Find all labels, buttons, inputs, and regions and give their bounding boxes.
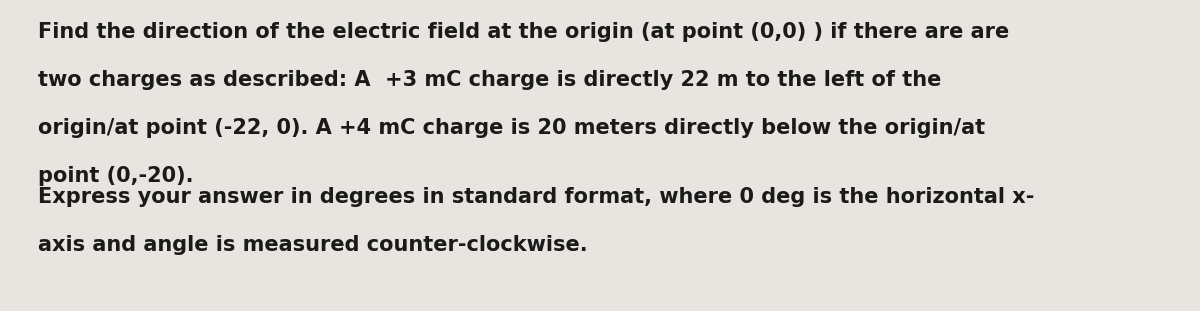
Text: axis and angle is measured counter-clockwise.: axis and angle is measured counter-clock… <box>38 235 588 255</box>
Text: origin/at point (-22, 0). A +4 mC charge is 20 meters directly below the origin/: origin/at point (-22, 0). A +4 mC charge… <box>38 118 985 138</box>
Text: Express your answer in degrees in standard format, where 0 deg is the horizontal: Express your answer in degrees in standa… <box>38 187 1034 207</box>
Text: point (0,-20).: point (0,-20). <box>38 166 194 186</box>
Text: Find the direction of the electric field at the origin (at point (0,0) ) if ther: Find the direction of the electric field… <box>38 22 1009 42</box>
Text: two charges as described: A  +3 mC charge is directly 22 m to the left of the: two charges as described: A +3 mC charge… <box>38 70 942 90</box>
